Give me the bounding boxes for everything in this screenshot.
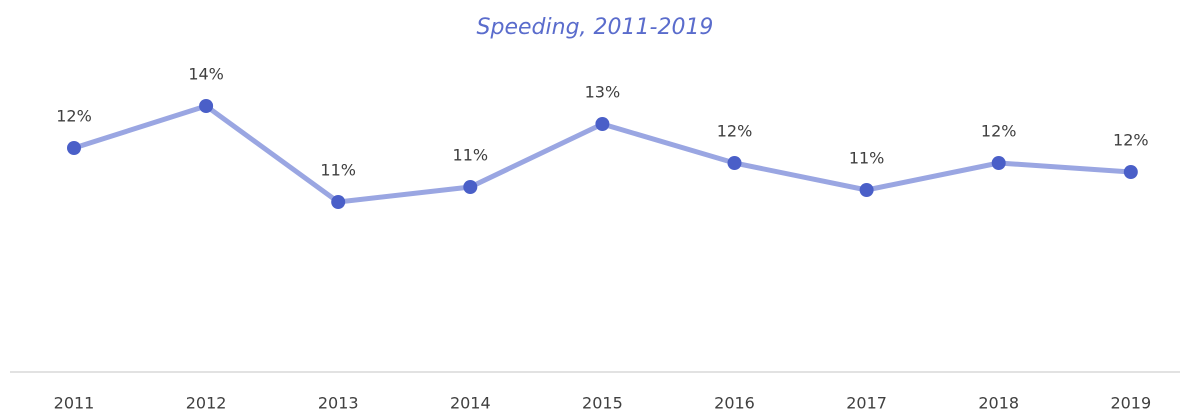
x-tick-label: 2014: [450, 394, 491, 413]
point: [331, 195, 346, 209]
point: [595, 117, 610, 131]
data-label: 11%: [453, 146, 489, 165]
data-label: 12%: [981, 122, 1017, 141]
x-tick-label: 2019: [1110, 394, 1151, 413]
point: [859, 183, 874, 197]
x-tick-label: 2011: [54, 394, 95, 413]
data-label: 11%: [320, 161, 356, 180]
data-label: 12%: [717, 122, 753, 141]
point: [991, 156, 1006, 170]
data-label: 14%: [188, 65, 224, 84]
x-tick-label: 2017: [846, 394, 887, 413]
data-label: 13%: [585, 83, 621, 102]
data-label: 12%: [1113, 131, 1149, 150]
point: [463, 180, 478, 194]
x-tick-label: 2013: [318, 394, 359, 413]
x-tick-label: 2016: [714, 394, 755, 413]
x-tick-label: 2012: [186, 394, 227, 413]
x-tick-label: 2018: [978, 394, 1019, 413]
point: [1123, 165, 1138, 179]
x-tick-label: 2015: [582, 394, 623, 413]
chart-title: Speeding, 2011-2019: [477, 15, 714, 40]
data-label: 12%: [56, 107, 92, 126]
point: [727, 156, 742, 170]
data-label: 11%: [849, 149, 885, 168]
point: [67, 141, 81, 155]
point: [199, 99, 214, 113]
